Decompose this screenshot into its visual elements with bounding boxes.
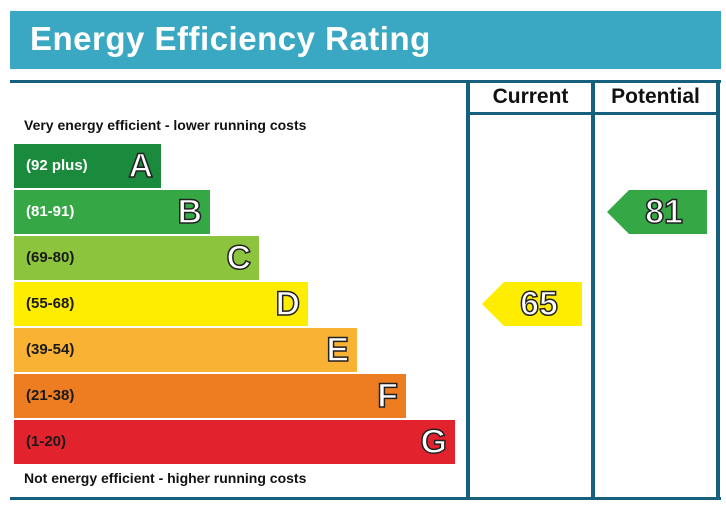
band-range-label: (69-80) (26, 249, 75, 266)
title-bar (10, 11, 721, 69)
frame-divider-middle (591, 80, 595, 500)
frame-divider-right (716, 80, 720, 500)
chart-title: Energy Efficiency Rating (30, 20, 431, 57)
band-f: (21-38) F (14, 374, 406, 418)
current-rating-arrow: 65 (482, 282, 582, 326)
band-letter-label: F (376, 376, 398, 416)
current-rating-value: 65 (519, 284, 558, 324)
frame-divider-left (466, 80, 470, 500)
frame-top-line (10, 80, 721, 83)
bottom-note: Not energy efficient - higher running co… (24, 470, 307, 486)
potential-rating-value: 81 (644, 192, 683, 232)
band-range-label: (21-38) (26, 387, 75, 404)
potential-arrow-shape (607, 190, 707, 234)
band-letter-label: E (326, 330, 350, 370)
band-e: (39-54) E (14, 328, 357, 372)
band-letter-label: B (177, 192, 203, 232)
top-note: Very energy efficient - lower running co… (24, 117, 307, 133)
band-b: (81-91) B (14, 190, 210, 234)
current-arrow-polygon (482, 282, 582, 326)
band-range-label: (81-91) (26, 203, 75, 220)
potential-rating-arrow: 81 (607, 190, 707, 234)
band-range-label: (39-54) (26, 341, 75, 358)
current-column-header: Current (492, 85, 569, 108)
potential-column-header: Potential (611, 85, 700, 108)
band-letter-label: G (420, 422, 448, 462)
band-letter-label: A (128, 146, 154, 186)
band-g: (1-20) G (14, 420, 455, 464)
frame-bottom-line (10, 497, 721, 500)
current-arrow-shape (482, 282, 582, 326)
band-range-label: (55-68) (26, 295, 75, 312)
header-underline (466, 112, 720, 115)
band-c: (69-80) C (14, 236, 259, 280)
band-range-label: (92 plus) (26, 157, 88, 174)
band-letter-label: C (226, 238, 252, 278)
band-d: (55-68) D (14, 282, 308, 326)
band-letter-label: D (275, 284, 301, 324)
band-range-label: (1-20) (26, 433, 67, 450)
band-a: (92 plus) A (14, 144, 161, 188)
potential-arrow-polygon (607, 190, 707, 234)
